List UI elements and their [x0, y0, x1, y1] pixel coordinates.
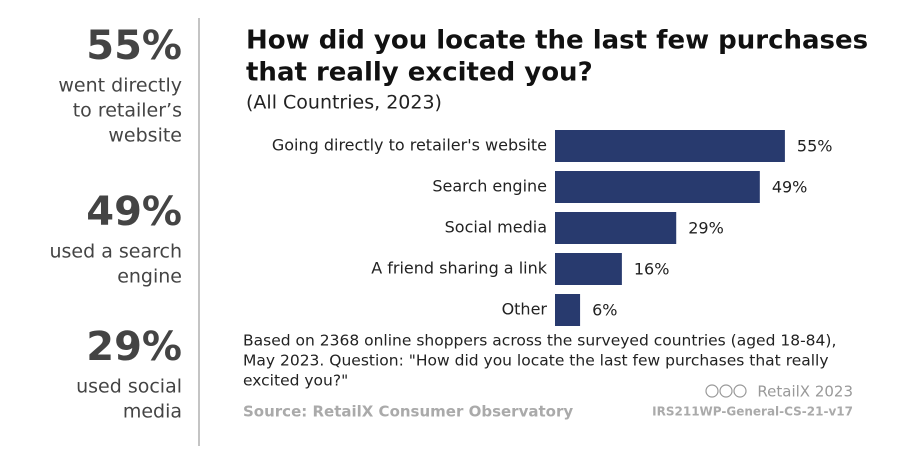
bar [555, 212, 677, 244]
footnote: May 2023. Question: "How did you locate … [243, 352, 829, 370]
chart-subtitle: (All Countries, 2023) [246, 92, 442, 114]
stat-value: 29% [86, 324, 182, 370]
value-label: 49% [772, 178, 808, 197]
category-label: Going directly to retailer's website [272, 136, 547, 155]
bar [555, 171, 760, 203]
bar [555, 294, 581, 326]
credit: RetailX 2023 [757, 383, 853, 401]
bar [555, 253, 622, 285]
category-label: Search engine [432, 177, 547, 196]
stat-text: engine [117, 266, 182, 288]
code: IRS211WP-General-CS-21-v17 [652, 405, 853, 419]
stat-text: to retailer’s [73, 100, 182, 122]
source: Source: RetailX Consumer Observatory [243, 403, 573, 421]
chart-title: How did you locate the last few purchase… [246, 26, 868, 56]
value-label: 16% [634, 260, 670, 279]
stat-text: media [123, 401, 182, 423]
stat-text: website [108, 125, 182, 147]
stat-text: used social [76, 376, 182, 398]
chart-title: that really excited you? [246, 58, 593, 88]
category-label: Other [502, 300, 548, 319]
footnote: excited you?" [243, 372, 348, 390]
cc-icons [705, 384, 747, 398]
footnote: Based on 2368 online shoppers across the… [243, 332, 836, 350]
stat-text: went directly [58, 75, 182, 97]
value-label: 6% [592, 301, 617, 320]
bar [555, 130, 785, 162]
value-label: 29% [688, 219, 724, 238]
stat-value: 55% [86, 23, 182, 69]
category-label: A friend sharing a link [371, 259, 548, 278]
stat-text: used a search [49, 241, 182, 263]
category-label: Social media [445, 218, 547, 237]
stat-value: 49% [86, 189, 182, 235]
value-label: 55% [797, 137, 833, 156]
